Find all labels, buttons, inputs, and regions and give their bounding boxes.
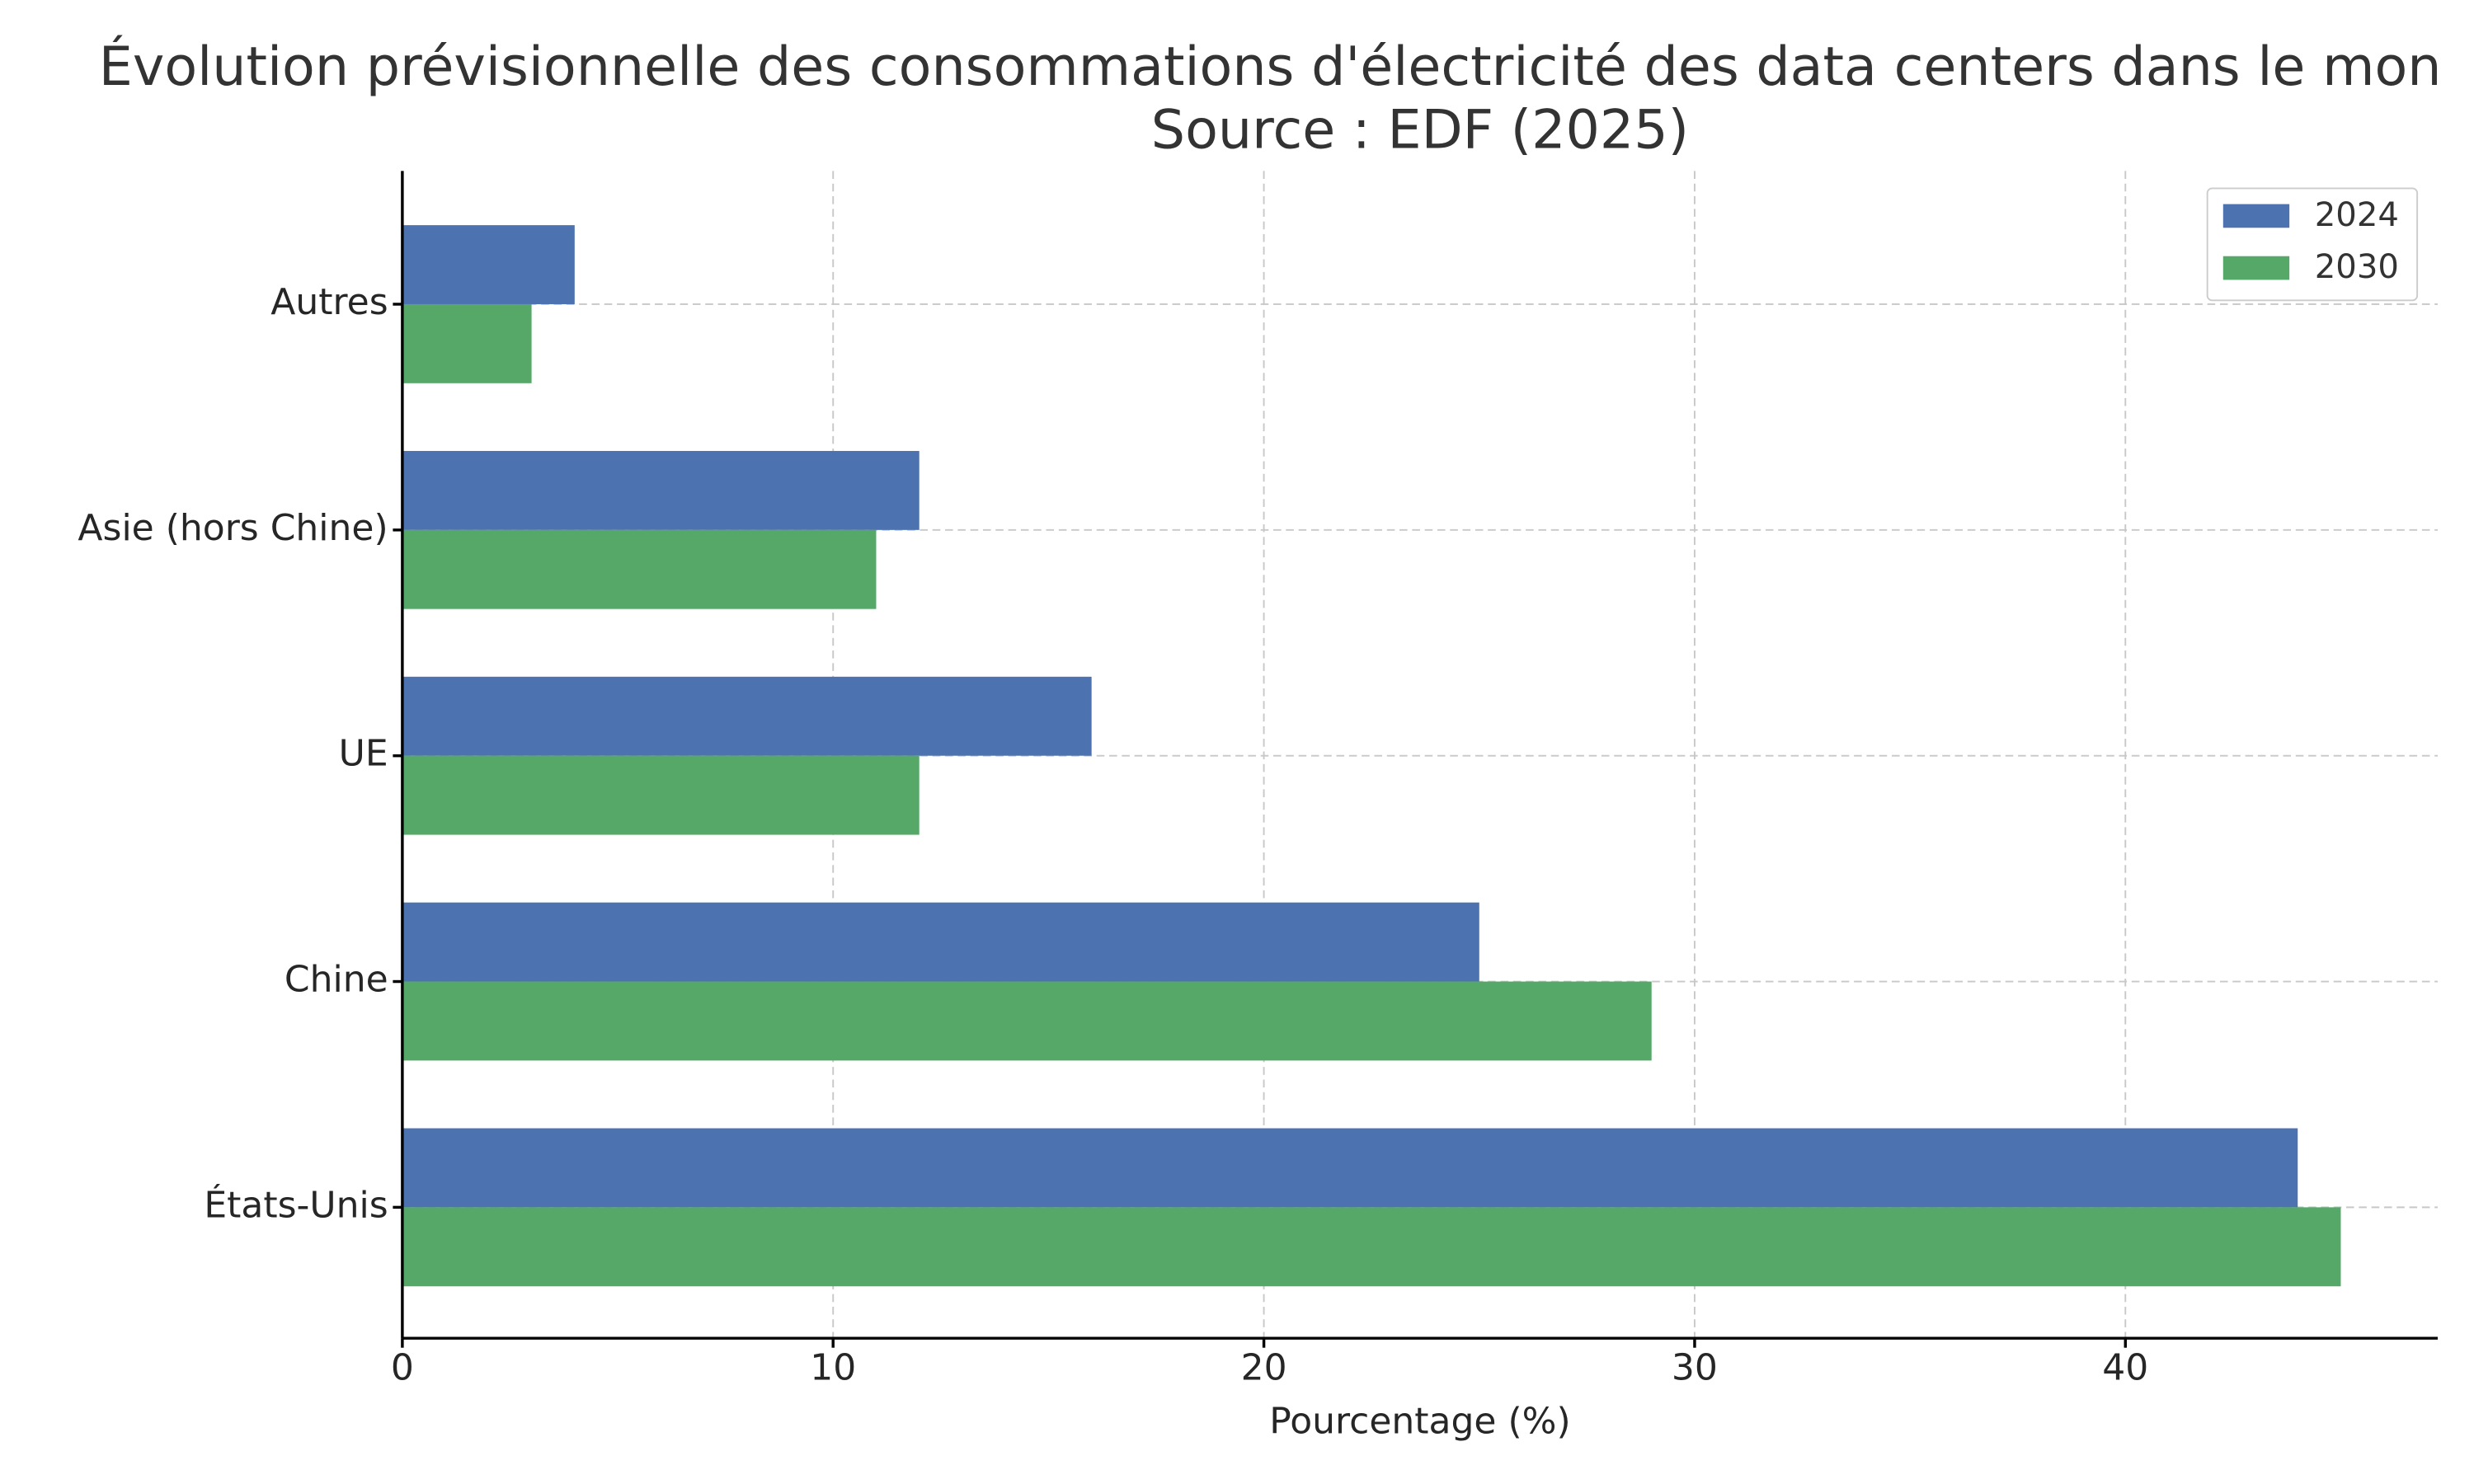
- chart-title: Évolution prévisionnelle des consommatio…: [99, 34, 2442, 98]
- x-tick-label: 30: [1672, 1346, 1718, 1388]
- bar: [402, 676, 1092, 756]
- chart-subtitle: Source : EDF (2025): [1151, 100, 1689, 162]
- x-tick-label: 40: [2102, 1346, 2148, 1388]
- bar: [402, 902, 1479, 982]
- bar: [402, 981, 1652, 1061]
- x-tick-label: 10: [810, 1346, 856, 1388]
- bar: [402, 303, 532, 383]
- y-tick-label: États-Unis: [204, 1182, 388, 1226]
- y-tick-label: Chine: [285, 959, 388, 1001]
- y-tick-label: UE: [339, 733, 388, 775]
- legend-swatch: [2222, 204, 2290, 228]
- x-axis-label: Pourcentage (%): [1269, 1401, 1570, 1443]
- bar: [402, 225, 575, 304]
- legend-label: 2024: [2315, 196, 2399, 234]
- bar: [402, 1128, 2298, 1208]
- legend-label: 2030: [2315, 248, 2399, 286]
- bar: [402, 1207, 2341, 1287]
- bar: [402, 450, 920, 530]
- bar: [402, 529, 877, 609]
- bar: [402, 755, 920, 835]
- y-tick-label: Asie (hors Chine): [78, 507, 388, 549]
- y-tick-label: Autres: [270, 281, 388, 323]
- x-tick-label: 20: [1241, 1346, 1287, 1388]
- legend-swatch: [2222, 256, 2290, 280]
- x-tick-label: 0: [391, 1346, 414, 1388]
